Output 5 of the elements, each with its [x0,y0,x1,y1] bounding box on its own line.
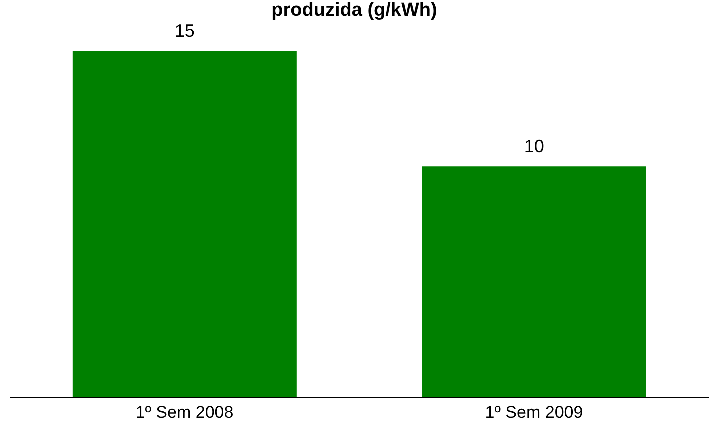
chart-title: produzida (g/kWh) [270,0,438,22]
data-label: 15 [174,21,195,41]
x-tick-label: 1º Sem 2009 [485,403,584,422]
x-tick-label: 1º Sem 2008 [136,403,234,422]
data-label: 10 [524,136,544,157]
